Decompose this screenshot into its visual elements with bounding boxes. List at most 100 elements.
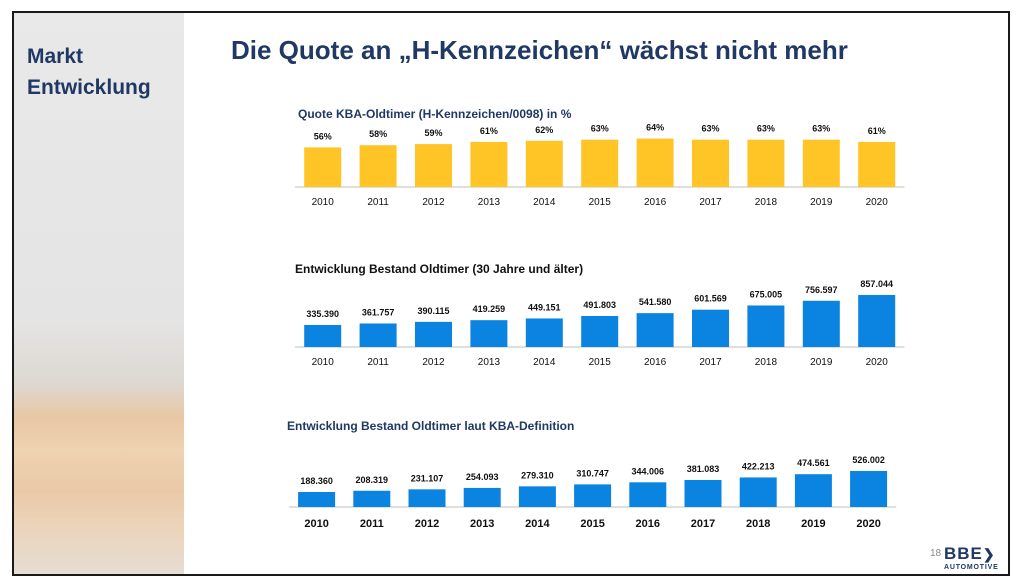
kba-data-label: 526.002 (852, 455, 885, 465)
kba-tick-label: 2013 (470, 518, 494, 530)
bestand-data-label: 756.597 (805, 285, 838, 295)
quote-data-label: 63% (701, 124, 719, 134)
bestand-tick-label: 2015 (589, 357, 612, 368)
quote-data-label: 63% (812, 124, 830, 134)
bestand-data-label: 857.044 (860, 279, 893, 289)
bestand-data-label: 449.151 (528, 302, 561, 312)
kba-tick-label: 2019 (801, 518, 825, 530)
logo-mark: BBE❯ (944, 545, 1004, 563)
quote-bar (525, 140, 563, 187)
kba-bar (574, 484, 612, 507)
bestand-bar (802, 300, 840, 347)
quote-data-label: 61% (480, 126, 498, 136)
quote-bar (470, 141, 508, 187)
bestand-data-label: 390.115 (417, 306, 449, 316)
kba-tick-label: 2014 (525, 518, 550, 530)
bestand-tick-label: 2010 (312, 357, 335, 368)
quote-tick-label: 2018 (755, 197, 778, 208)
bestand-tick-label: 2019 (810, 357, 833, 368)
quote-bar (304, 147, 342, 187)
kba-tick-label: 2016 (636, 518, 660, 530)
quote-bar (802, 139, 840, 187)
kba-tick-label: 2011 (360, 518, 384, 530)
kba-data-label: 474.561 (797, 458, 830, 468)
quote-tick-label: 2011 (367, 197, 389, 208)
quote-data-label: 63% (591, 124, 609, 134)
quote-tick-label: 2016 (644, 197, 667, 208)
kba-data-label: 344.006 (632, 466, 665, 476)
bestand-bar (359, 323, 397, 347)
kba-data-label: 208.319 (356, 475, 389, 485)
quote-bar (747, 139, 785, 187)
kba-bar (794, 474, 832, 507)
kba-data-label: 254.093 (466, 472, 499, 482)
quote-tick-label: 2017 (699, 197, 722, 208)
quote-bar (359, 145, 397, 187)
kba-tick-label: 2020 (856, 518, 880, 530)
bestand-data-label: 541.580 (639, 297, 672, 307)
kba-tick-label: 2018 (746, 518, 770, 530)
quote-tick-label: 2010 (312, 197, 335, 208)
page-number: 18 (930, 548, 942, 559)
quote-tick-label: 2015 (589, 197, 612, 208)
quote-bar (858, 141, 896, 187)
sidebar-title: Markt Entwicklung (27, 45, 151, 99)
bestand-data-label: 675.005 (750, 289, 783, 299)
bestand-data-label: 419.259 (473, 304, 506, 314)
quote-data-label: 62% (535, 125, 553, 135)
quote-data-label: 58% (369, 129, 387, 139)
slide-title: Die Quote an „H-Kennzeichen“ wächst nich… (231, 35, 848, 65)
kba-bar (684, 480, 722, 507)
slide-frame: Markt Entwicklung Die Quote an „H-Kennze… (12, 11, 1010, 576)
quote-tick-label: 2013 (478, 197, 501, 208)
logo-subtitle: AUTOMOTIVE (944, 564, 999, 571)
kba-data-label: 231.107 (411, 473, 444, 483)
kba-data-label: 381.083 (687, 464, 720, 474)
kba-bar (850, 471, 888, 507)
bestand-data-label: 601.569 (694, 294, 727, 304)
bestand-tick-label: 2013 (478, 357, 501, 368)
bestand-data-label: 361.757 (362, 307, 395, 317)
bestand-data-label: 335.390 (306, 309, 339, 319)
kba-bar (298, 492, 336, 507)
quote-data-label: 59% (424, 128, 442, 138)
kba-tick-label: 2017 (691, 518, 715, 530)
logo-arrow-icon: ❯ (982, 546, 996, 562)
sidebar-panel: Markt Entwicklung (14, 13, 184, 574)
bestand-data-label: 491.803 (583, 300, 616, 310)
quote-bar (415, 144, 452, 187)
kba-bar (463, 487, 501, 507)
kba-tick-label: 2015 (580, 518, 604, 530)
bestand-bar (858, 295, 896, 347)
kba-data-label: 188.360 (300, 476, 333, 486)
logo-mark-text: BBE (944, 544, 983, 563)
bestand-tick-label: 2020 (866, 357, 889, 368)
kba-bar (629, 482, 667, 507)
bbe-automotive-logo: BBE❯ AUTOMOTIVE (944, 545, 1004, 574)
kba-tick-label: 2012 (415, 518, 439, 530)
bestand-bar (470, 320, 508, 347)
bestand-bar (636, 313, 674, 347)
bestand-bar (581, 316, 619, 347)
kba-bar (408, 489, 446, 507)
kba-data-label: 279.310 (521, 470, 554, 480)
bestand-bar (747, 305, 785, 347)
bestand-bar (692, 309, 729, 347)
quote-data-label: 64% (646, 123, 664, 133)
kba-bar (739, 477, 777, 507)
quote-tick-label: 2014 (533, 197, 556, 208)
bestand-bar (415, 321, 452, 347)
kba-bar (518, 486, 556, 507)
quote-data-label: 56% (314, 131, 332, 141)
quote-data-label: 61% (868, 126, 886, 136)
kba-data-label: 422.213 (742, 461, 775, 471)
quote-bar (636, 138, 674, 187)
bestand-tick-label: 2014 (533, 357, 556, 368)
bestand-bar (525, 318, 563, 347)
bestand-tick-label: 2016 (644, 357, 667, 368)
bar-charts: 56% 2010 58% 2011 59% 2012 61% 2013 62% 2014 63% 20… (289, 123, 905, 530)
chart-title-quote: Quote KBA-Oldtimer (H-Kennzeichen/0098) … (298, 107, 572, 121)
chart-title-bestand: Entwicklung Bestand Oldtimer (30 Jahre u… (295, 262, 584, 276)
bestand-tick-label: 2017 (699, 357, 722, 368)
quote-tick-label: 2012 (422, 197, 445, 208)
